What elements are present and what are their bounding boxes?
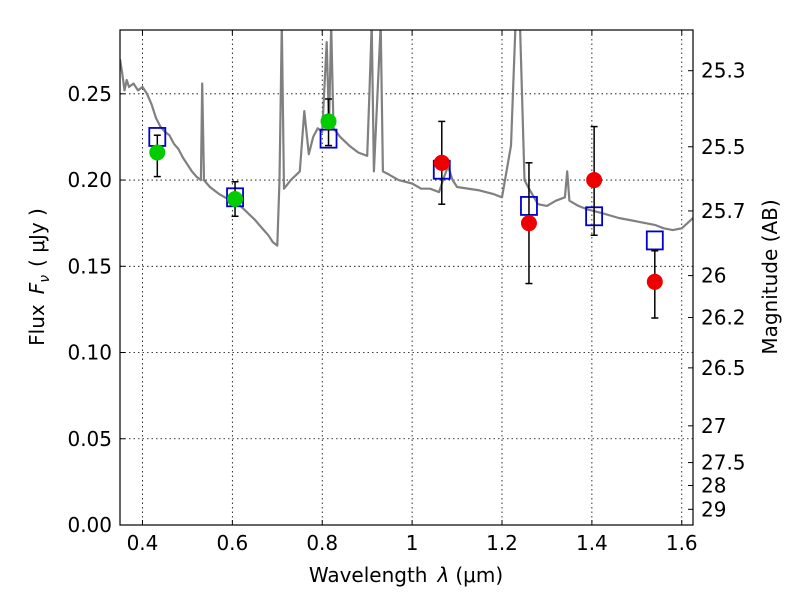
y2-tick-label: 26.2 — [701, 306, 746, 330]
observed-flux-point — [646, 273, 663, 290]
y-tick-label: 0.00 — [67, 513, 112, 537]
y2-tick-label: 25.5 — [701, 135, 746, 159]
y2-tick-label: 27.5 — [701, 451, 746, 475]
observed-flux-point — [227, 191, 244, 208]
y-tick-label: 0.05 — [67, 427, 112, 451]
x-axis-title: Wavelength λ (μm) — [309, 563, 503, 587]
plot-frame — [119, 29, 694, 526]
y2-tick-label: 25.7 — [701, 199, 746, 223]
x-tick-label: 0.6 — [216, 531, 248, 555]
observed-flux-point — [520, 215, 537, 232]
y-tick-label: 0.20 — [67, 168, 112, 192]
model-spectrum — [120, 30, 693, 247]
x-tick-label: 1.2 — [486, 531, 518, 555]
model-spectrum-line — [120, 30, 693, 247]
observed-flux-point — [586, 172, 603, 189]
y-tick-label: 0.10 — [67, 341, 112, 365]
y-tick-label: 0.25 — [67, 82, 112, 106]
y2-tick-label: 26 — [701, 264, 726, 288]
y2-tick-label: 27 — [701, 414, 726, 438]
x-tick-label: 1.6 — [666, 531, 698, 555]
y2-tick-label: 28 — [701, 474, 726, 498]
y-axis-title: FluxFν( μJy ) — [25, 208, 53, 346]
x-tick-label: 0.4 — [127, 531, 159, 555]
x-tick-label: 1.4 — [576, 531, 608, 555]
y2-tick-label: 26.5 — [701, 356, 746, 380]
y2-tick-label: 29 — [701, 497, 726, 521]
observed-flux-point — [149, 144, 166, 161]
x-tick-label: 1 — [406, 531, 419, 555]
observed-flux-point — [320, 113, 337, 130]
axis-ticks: 0.4 0.6 0.8 1 1.2 1.4 1.6 0.00 0.05 0.10 0.15 0.20 0… — [67, 30, 746, 555]
photometry-points — [148, 98, 664, 319]
observed-flux-point — [433, 154, 450, 171]
model-photometry-square — [645, 230, 664, 251]
x-tick-label: 0.8 — [306, 531, 338, 555]
y2-tick-label: 25.3 — [701, 59, 746, 83]
y2-axis-title: Magnitude (AB) — [758, 199, 782, 354]
y-tick-label: 0.15 — [67, 254, 112, 278]
